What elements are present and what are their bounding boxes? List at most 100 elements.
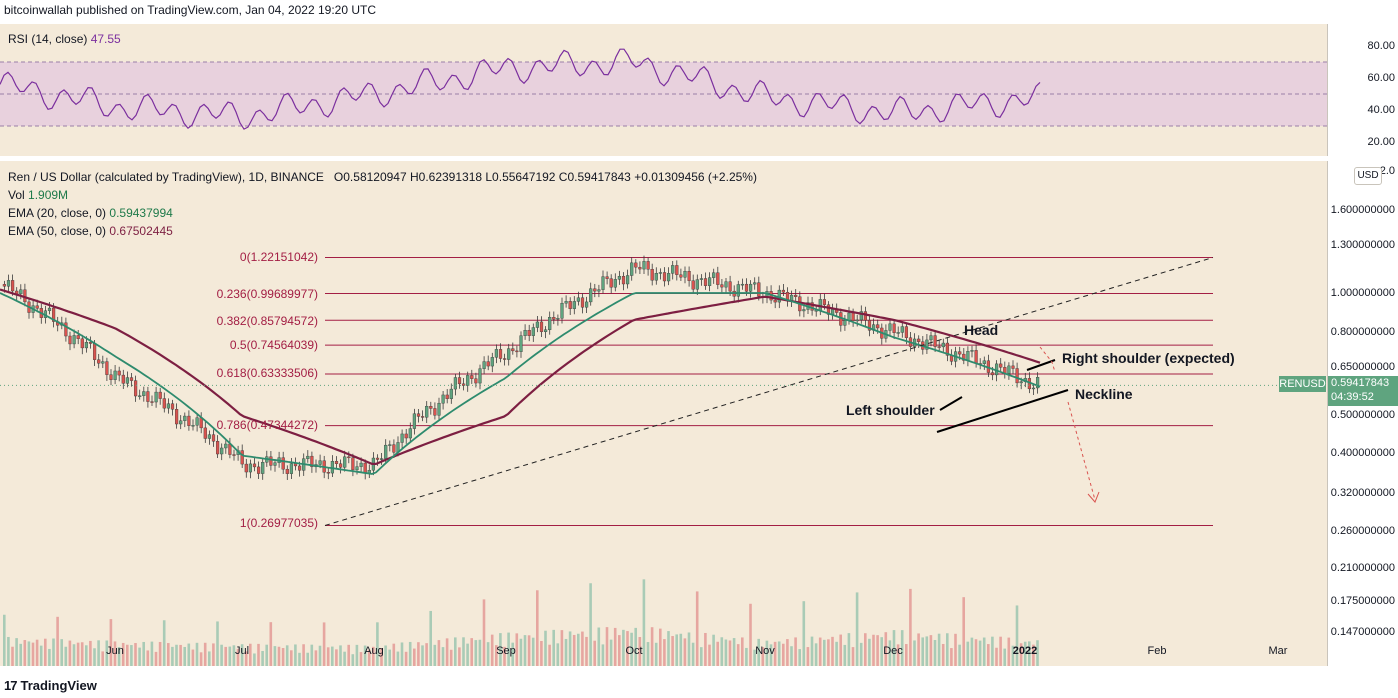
candle-body <box>351 457 355 471</box>
volume-bar <box>917 633 920 666</box>
fib-label-0236[interactable]: 0.236(0.99689977) <box>216 287 318 301</box>
volume-bar <box>704 632 707 666</box>
price-panel[interactable] <box>0 161 1327 666</box>
volume-legend[interactable]: Vol 1.909M <box>8 188 68 202</box>
ema50-legend[interactable]: EMA (50, close, 0) 0.67502445 <box>8 224 173 238</box>
fib-label-0618[interactable]: 0.618(0.63333506) <box>216 366 318 380</box>
symbol-legend[interactable]: Ren / US Dollar (calculated by TradingVi… <box>8 170 757 184</box>
candle-body <box>650 269 654 281</box>
candle-body <box>421 416 425 418</box>
candle-body <box>113 370 117 380</box>
volume-bar <box>659 628 662 666</box>
rsi-price-axis[interactable]: 80.00 60.00 40.00 20.00 <box>1327 24 1398 156</box>
candle-body <box>416 413 421 417</box>
candle-body <box>80 338 84 349</box>
volume-bar <box>318 645 322 666</box>
volume-bar <box>1007 637 1011 666</box>
volume-bar <box>1032 644 1035 666</box>
fib-label-0382[interactable]: 0.382(0.85794572) <box>216 314 318 328</box>
volume-bar <box>44 638 47 666</box>
candle-body <box>548 317 552 330</box>
candle-body <box>285 468 289 474</box>
volume-bar <box>195 642 199 666</box>
volume-bar <box>847 633 851 666</box>
candle-body <box>642 261 646 270</box>
candle-body <box>101 361 105 364</box>
candle-body <box>576 297 580 302</box>
volume-bar <box>892 630 896 666</box>
candle-body <box>425 405 429 418</box>
candle-body <box>679 274 683 278</box>
time-axis-label: Sep <box>496 645 516 657</box>
volume-bar <box>27 641 31 666</box>
ema50-label: EMA (50, close, 0) <box>8 224 107 238</box>
projection-arrowhead <box>1087 491 1100 503</box>
volume-bar <box>519 638 523 666</box>
candle-body <box>334 461 339 464</box>
annotation-head[interactable]: Head <box>964 322 999 338</box>
candle-body <box>1019 381 1023 384</box>
volume-bar <box>732 638 736 666</box>
candle-body <box>97 359 101 364</box>
fib-label-0786[interactable]: 0.786(0.47344272) <box>216 418 318 432</box>
time-axis-label: Mar <box>1268 645 1288 657</box>
candle-body <box>855 319 859 322</box>
volume-bar <box>872 634 875 666</box>
candle-body <box>68 335 72 345</box>
volume-bar <box>564 638 568 666</box>
candle-body <box>326 471 330 474</box>
footer: 17 TradingView <box>0 675 1398 698</box>
candle-body <box>138 395 142 397</box>
volume-bar <box>359 652 363 666</box>
volume-bar <box>35 639 39 666</box>
candle-body <box>781 289 785 293</box>
candle-body <box>220 447 224 455</box>
fib-label-0[interactable]: 0(1.22151042) <box>239 250 318 264</box>
fib-label-05[interactable]: 0.5(0.74564039) <box>229 338 318 352</box>
time-axis-label: Oct <box>625 645 643 657</box>
volume-bar <box>421 645 424 666</box>
right-shoulder-line <box>1026 359 1056 371</box>
candle-body <box>802 309 806 312</box>
volume-bar <box>281 648 285 666</box>
ema20-legend[interactable]: EMA (20, close, 0) 0.59437994 <box>8 206 173 220</box>
volume-bar <box>347 644 350 666</box>
candle-body <box>867 320 872 331</box>
volume-bar <box>187 643 191 666</box>
candle-body <box>84 341 88 349</box>
candle-body <box>252 463 257 468</box>
time-axis-label: Jun <box>106 645 124 657</box>
price-axis[interactable]: 2.0 1.600000000 1.300000000 1.000000000 … <box>1327 161 1398 666</box>
annotation-right-shoulder[interactable]: Right shoulder (expected) <box>1062 350 1235 366</box>
annotation-left-shoulder[interactable]: Left shoulder <box>846 402 935 418</box>
fib-label-1[interactable]: 1(0.26977035) <box>239 516 318 530</box>
candle-body <box>892 323 896 333</box>
annotation-neckline[interactable]: Neckline <box>1075 386 1133 402</box>
candle-body <box>859 311 863 321</box>
rsi-legend[interactable]: RSI (14, close) 47.55 <box>8 32 121 46</box>
candle-body <box>617 275 621 280</box>
volume-bar <box>613 627 617 666</box>
neckline-line <box>936 389 1069 433</box>
volume-bar <box>782 643 785 666</box>
candle-body <box>203 427 207 439</box>
candle-body <box>224 443 228 449</box>
candle-body <box>646 261 650 270</box>
volume-bar <box>700 647 703 666</box>
volume-bar <box>171 646 174 666</box>
candle-body <box>904 326 908 338</box>
candle-body <box>257 466 261 474</box>
candle-body <box>626 275 630 285</box>
tradingview-logo[interactable]: 17 TradingView <box>4 678 97 693</box>
candle-body <box>720 284 724 288</box>
candle-body <box>19 289 23 295</box>
volume-bar <box>831 636 834 666</box>
panel-separator[interactable] <box>0 156 1398 161</box>
ohlc-values: O0.58120947 H0.62391318 L0.55647192 C0.5… <box>333 170 757 184</box>
volume-bar <box>290 650 293 666</box>
volume-bar <box>749 603 752 666</box>
volume-bar <box>823 639 826 666</box>
candle-body <box>179 420 183 425</box>
candle-body <box>826 304 831 315</box>
currency-toggle[interactable]: USD <box>1354 167 1382 185</box>
